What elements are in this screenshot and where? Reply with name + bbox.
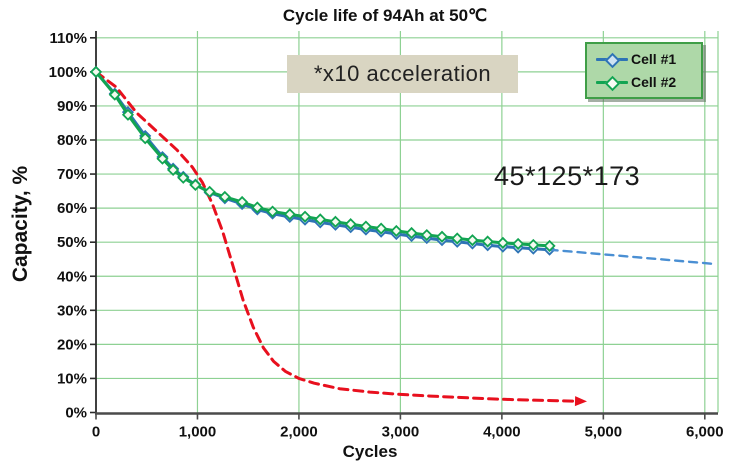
y-tick-label: 110% bbox=[49, 30, 87, 47]
marker-diamond-cell-2 bbox=[359, 220, 372, 233]
marker-diamond-cell-2 bbox=[375, 222, 388, 235]
x-tick-label: 0 bbox=[92, 424, 100, 441]
marker-diamond-cell-2 bbox=[314, 213, 327, 226]
x-axis-title: Cycles bbox=[342, 442, 398, 461]
marker-diamond-cell-2 bbox=[451, 232, 464, 245]
marker-diamond-cell-2 bbox=[89, 65, 103, 78]
marker-diamond-cell-2 bbox=[344, 218, 357, 231]
legend: Cell #1 Cell #2 bbox=[585, 42, 703, 99]
marker-diamond-cell-2 bbox=[236, 195, 249, 209]
y-tick-label: 50% bbox=[57, 234, 87, 251]
marker-diamond-cell-2 bbox=[251, 201, 264, 214]
series-line-x10-accelerated-test bbox=[94, 70, 583, 403]
chart-title: Cycle life of 94Ah at 50℃ bbox=[282, 6, 488, 25]
y-tick-label: 10% bbox=[57, 370, 87, 387]
y-tick-label: 40% bbox=[57, 268, 87, 285]
x-tick-label: 1,000 bbox=[179, 424, 217, 441]
y-tick-label: 60% bbox=[57, 200, 87, 217]
marker-diamond-cell-2 bbox=[167, 163, 180, 177]
y-tick-label: 100% bbox=[49, 64, 87, 81]
marker-diamond-cell-2 bbox=[435, 230, 449, 243]
y-tick-label: 20% bbox=[57, 336, 87, 353]
cell-dimensions-label: 45*125*173 bbox=[494, 161, 641, 191]
marker-diamond-cell-2 bbox=[496, 236, 509, 249]
cell1-line-marker-icon bbox=[596, 52, 628, 68]
marker-diamond-cell-2 bbox=[329, 215, 342, 228]
marker-diamond-cell-2 bbox=[405, 226, 418, 240]
marker-diamond-cell-2 bbox=[189, 178, 202, 192]
x-tick-label: 6,000 bbox=[686, 424, 724, 441]
acceleration-annotation: *x10 acceleration bbox=[287, 55, 518, 93]
y-tick-label: 0% bbox=[65, 405, 87, 422]
y-tick-label: 90% bbox=[57, 98, 87, 115]
marker-diamond-cell-2 bbox=[420, 228, 433, 242]
marker-diamond-cell-2 bbox=[390, 224, 403, 238]
marker-diamond-cell-2 bbox=[203, 185, 216, 198]
marker-diamond-cell-2 bbox=[283, 208, 296, 221]
marker-diamond-cell-2 bbox=[156, 152, 169, 165]
marker-diamond-cell-2 bbox=[543, 239, 556, 253]
legend-item-cell1: Cell #1 bbox=[596, 51, 693, 68]
x-tick-label: 2,000 bbox=[280, 424, 318, 441]
x-tick-label: 3,000 bbox=[382, 424, 420, 441]
marker-diamond-cell-2 bbox=[177, 171, 190, 184]
marker-diamond-cell-2 bbox=[298, 210, 312, 223]
marker-diamond-cell-2 bbox=[108, 88, 121, 101]
legend-item-cell2: Cell #2 bbox=[596, 74, 693, 91]
marker-diamond-cell-2 bbox=[266, 205, 279, 218]
x-tick-label: 5,000 bbox=[585, 424, 623, 441]
y-tick-label: 80% bbox=[57, 132, 87, 149]
y-tick-label: 30% bbox=[57, 302, 87, 319]
legend-label-cell1: Cell #1 bbox=[631, 51, 677, 67]
y-tick-label: 70% bbox=[57, 166, 87, 183]
marker-diamond-cell-2 bbox=[512, 237, 525, 250]
marker-diamond-cell-2 bbox=[218, 190, 231, 203]
series-line-cell-1-projection bbox=[548, 248, 717, 266]
legend-label-cell2: Cell #2 bbox=[631, 74, 677, 90]
arrowhead-x10-accelerated-test bbox=[574, 396, 588, 407]
cell2-line-marker-icon bbox=[596, 75, 628, 91]
marker-diamond-cell-2 bbox=[527, 238, 540, 251]
marker-diamond-cell-2 bbox=[121, 108, 135, 121]
marker-diamond-cell-2 bbox=[139, 132, 152, 145]
marker-diamond-cell-2 bbox=[466, 234, 479, 247]
y-axis-title: Capacity, % bbox=[9, 165, 32, 283]
x-tick-label: 4,000 bbox=[483, 424, 521, 441]
marker-diamond-cell-2 bbox=[481, 235, 494, 248]
